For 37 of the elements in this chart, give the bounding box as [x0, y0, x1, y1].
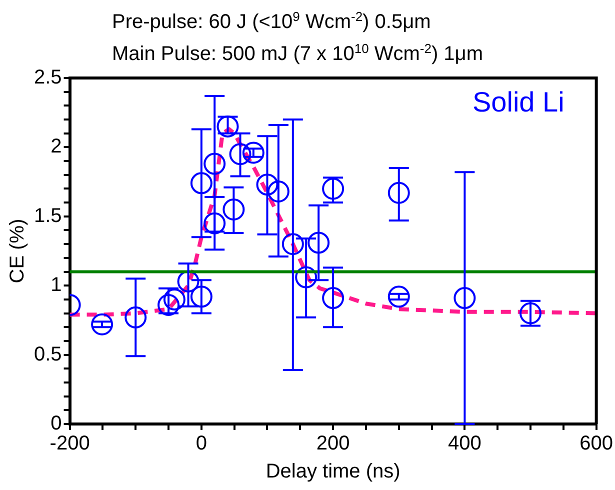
chart-subtitle: Main Pulse: 500 mJ (7 x 10$^{10}$ Wcm$^{-2}$) 1μm	[112, 41, 483, 66]
y-axis-title: CE (%)	[6, 218, 29, 284]
y-tick-label: 1	[50, 274, 62, 296]
point	[322, 287, 344, 310]
point	[322, 178, 344, 200]
point	[190, 172, 212, 194]
point	[308, 232, 330, 254]
point	[256, 174, 278, 196]
point	[204, 212, 226, 234]
x-tick-label: 600	[580, 432, 614, 455]
point	[229, 143, 252, 166]
point	[158, 294, 180, 316]
point	[91, 313, 114, 336]
point	[295, 266, 318, 288]
point	[454, 287, 476, 310]
point	[388, 286, 410, 308]
point	[222, 198, 245, 220]
x-tick-label: 200	[316, 432, 350, 455]
point	[282, 233, 304, 256]
point	[388, 182, 410, 204]
chart-title: Pre-pulse: 60 J (<10$^{9}$ Wcm$^{-2}$) 0.5μm	[112, 9, 431, 34]
y-tick-label: 1.5	[34, 204, 62, 227]
x-tick-label: -200	[50, 432, 90, 455]
y-tick-label: 2.5	[34, 66, 62, 89]
annotation: Solid Li	[472, 86, 564, 118]
x-tick-label: 400	[448, 432, 482, 455]
point	[124, 306, 147, 328]
point	[190, 286, 212, 308]
point	[242, 142, 264, 164]
x-tick-label: 0	[196, 432, 207, 455]
point	[267, 180, 290, 202]
point	[204, 152, 226, 175]
y-tick-label: 2	[50, 136, 62, 158]
x-axis-title: Delay time (ns)	[266, 460, 400, 483]
y-tick-label: 0.5	[34, 343, 62, 366]
y-tick-label: 0	[50, 412, 62, 435]
point	[163, 288, 186, 310]
